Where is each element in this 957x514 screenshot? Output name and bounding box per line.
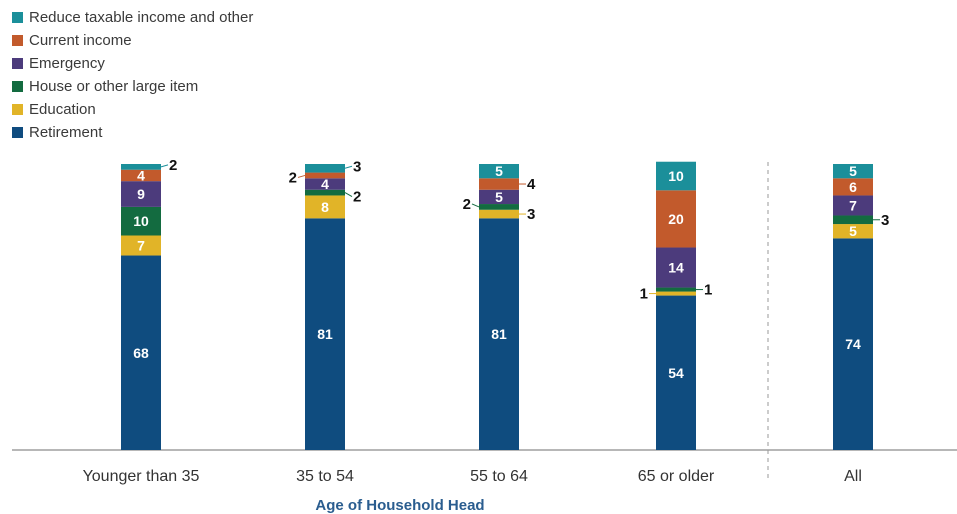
x-tick-label: All [844, 468, 862, 485]
legend-swatch [12, 127, 23, 138]
bar-segment-retirement [121, 255, 161, 450]
x-axis-title: Age of Household Head [315, 497, 484, 514]
legend-item-emergency: Emergency [12, 52, 253, 75]
bar-segment-reduce-taxable-income-and-other [656, 161, 696, 191]
data-label: 7 [849, 197, 857, 213]
data-label: 3 [353, 158, 361, 175]
data-label: 2 [169, 157, 177, 174]
data-label: 1 [704, 282, 712, 299]
data-label: 4 [137, 167, 145, 183]
x-tick-label: 55 to 64 [470, 468, 528, 485]
data-label: 2 [289, 169, 297, 186]
data-label: 4 [321, 176, 329, 192]
data-label: 74 [845, 336, 861, 352]
bar-segment-house-or-other-large-item [121, 206, 161, 236]
legend-label: Emergency [29, 55, 105, 72]
bar-segment-education [833, 224, 873, 239]
legend-swatch [12, 81, 23, 92]
bar-segment-education [479, 209, 519, 219]
data-label: 81 [317, 326, 333, 342]
bar-segment-retirement [656, 295, 696, 450]
x-tick-label: 65 or older [638, 468, 715, 485]
bar-segment-house-or-other-large-item [305, 189, 345, 196]
bar-segment-house-or-other-large-item [479, 204, 519, 210]
leader-line [344, 192, 353, 198]
data-label: 2 [353, 189, 361, 206]
bar-segment-education [305, 195, 345, 219]
bar-segment-emergency [656, 247, 696, 288]
bar-segment-education [656, 291, 696, 296]
data-label: 8 [321, 199, 329, 215]
bar-segment-reduce-taxable-income-and-other [305, 164, 345, 173]
data-label: 10 [133, 213, 149, 229]
data-label: 5 [849, 223, 857, 239]
bar-segment-emergency [833, 195, 873, 216]
data-label: 1 [640, 286, 648, 303]
bar-segment-current-income [479, 178, 519, 190]
data-label: 5 [495, 163, 503, 179]
data-label: 68 [133, 345, 149, 361]
legend-swatch [12, 12, 23, 23]
legend-item-education: Education [12, 98, 253, 121]
data-label: 2 [463, 196, 471, 213]
bar-segment-house-or-other-large-item [656, 287, 696, 292]
data-label: 6 [849, 179, 857, 195]
data-label: 14 [668, 260, 684, 276]
bar-segment-reduce-taxable-income-and-other [833, 164, 873, 179]
data-label: 5 [495, 189, 503, 205]
legend: Reduce taxable income and other Current i… [12, 6, 253, 144]
data-label: 54 [668, 365, 684, 381]
data-label: 7 [137, 238, 145, 254]
leader-line [297, 174, 306, 178]
bar-segment-education [121, 235, 161, 256]
data-label: 81 [491, 326, 507, 342]
bar-segment-emergency [121, 181, 161, 207]
data-label: 3 [881, 212, 889, 229]
legend-label: Current income [29, 32, 132, 49]
leader-line [471, 203, 480, 208]
legend-label: Education [29, 101, 96, 118]
legend-item-reduce-taxable-income-and-other: Reduce taxable income and other [12, 6, 253, 29]
legend-label: Retirement [29, 124, 103, 141]
legend-label: Reduce taxable income and other [29, 9, 254, 26]
bar-segment-current-income [305, 172, 345, 179]
legend-swatch [12, 35, 23, 46]
leader-line [344, 165, 353, 169]
bar-segment-retirement [305, 218, 345, 450]
bar-segment-emergency [305, 178, 345, 190]
legend-swatch [12, 58, 23, 69]
data-label: 10 [668, 168, 684, 184]
bar-segment-emergency [479, 189, 519, 205]
x-tick-label: 35 to 54 [296, 468, 354, 485]
legend-label: House or other large item [29, 78, 199, 95]
bar-segment-house-or-other-large-item [833, 215, 873, 225]
x-tick-label: Younger than 35 [83, 468, 200, 485]
data-label: 3 [527, 206, 535, 223]
bar-segment-retirement [479, 218, 519, 450]
bar-segment-current-income [121, 169, 161, 182]
bar-segment-current-income [656, 190, 696, 248]
legend-swatch [12, 104, 23, 115]
bar-segment-retirement [833, 238, 873, 450]
leader-line [160, 164, 169, 168]
data-label: 5 [849, 163, 857, 179]
legend-item-house-or-other-large-item: House or other large item [12, 75, 253, 98]
bar-segment-reduce-taxable-income-and-other [479, 164, 519, 179]
legend-item-current-income: Current income [12, 29, 253, 52]
legend-item-retirement: Retirement [12, 121, 253, 144]
bar-segment-reduce-taxable-income-and-other [121, 164, 161, 170]
data-label: 9 [137, 186, 145, 202]
bar-segment-current-income [833, 178, 873, 196]
data-label: 20 [668, 211, 684, 227]
data-label: 4 [527, 176, 536, 193]
